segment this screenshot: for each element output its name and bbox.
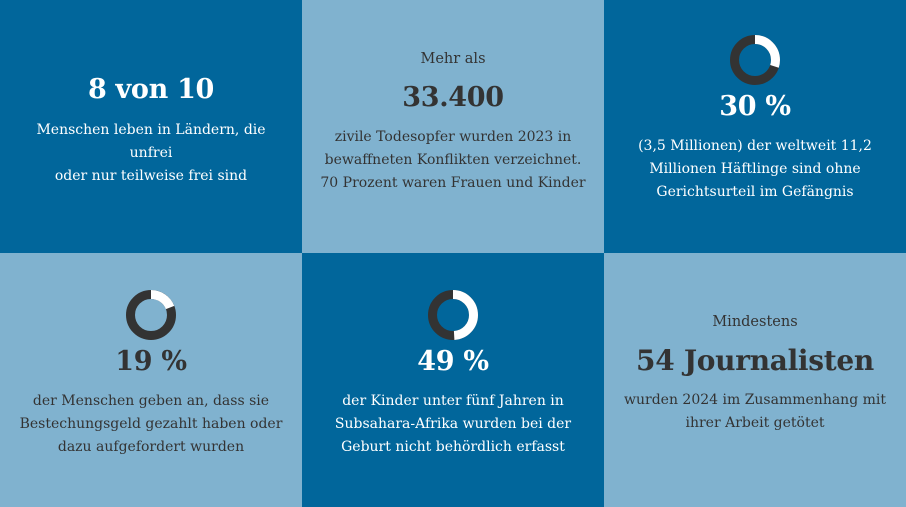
stat-description: zivile Todesopfer wurden 2023 in bewaffn… (320, 129, 586, 191)
stat-tile-unfree-countries: 8 von 10 Menschen leben in Ländern, die … (0, 0, 302, 253)
stat-headline: 30 % (719, 91, 791, 122)
stat-tile-prisoners: 30 % (3,5 Millionen) der weltweit 11,2 M… (604, 0, 906, 253)
stat-tile-journalists: Mindestens 54 Journalisten wurden 2024 i… (604, 253, 906, 507)
stat-tile-bribery: 19 % der Menschen geben an, dass sie Bes… (0, 253, 302, 507)
stat-description: (3,5 Millionen) der weltweit 11,2 Millio… (638, 138, 872, 200)
stat-prefix: Mindestens (712, 314, 798, 330)
stat-headline: 33.400 (402, 82, 504, 113)
stat-headline: 54 Journalisten (636, 344, 874, 377)
stat-tile-civilian-deaths: Mehr als 33.400 zivile Todesopfer wurden… (302, 0, 604, 253)
stat-description: wurden 2024 im Zusammenhang mit ihrer Ar… (624, 392, 886, 431)
donut-chart-icon (730, 35, 780, 85)
donut-chart-icon (126, 290, 176, 340)
donut-chart-icon (428, 290, 478, 340)
stat-description: Menschen leben in Ländern, die unfrei od… (36, 121, 266, 184)
stat-description: der Menschen geben an, dass sie Bestechu… (19, 393, 283, 455)
stat-headline: 19 % (115, 346, 187, 377)
stat-headline: 8 von 10 (87, 73, 215, 105)
stat-tile-birth-registration: 49 % der Kinder unter fünf Jahren in Sub… (302, 253, 604, 507)
stat-description: der Kinder unter fünf Jahren in Subsahar… (334, 393, 572, 455)
stat-headline: 49 % (417, 346, 489, 377)
stat-prefix: Mehr als (420, 51, 486, 67)
